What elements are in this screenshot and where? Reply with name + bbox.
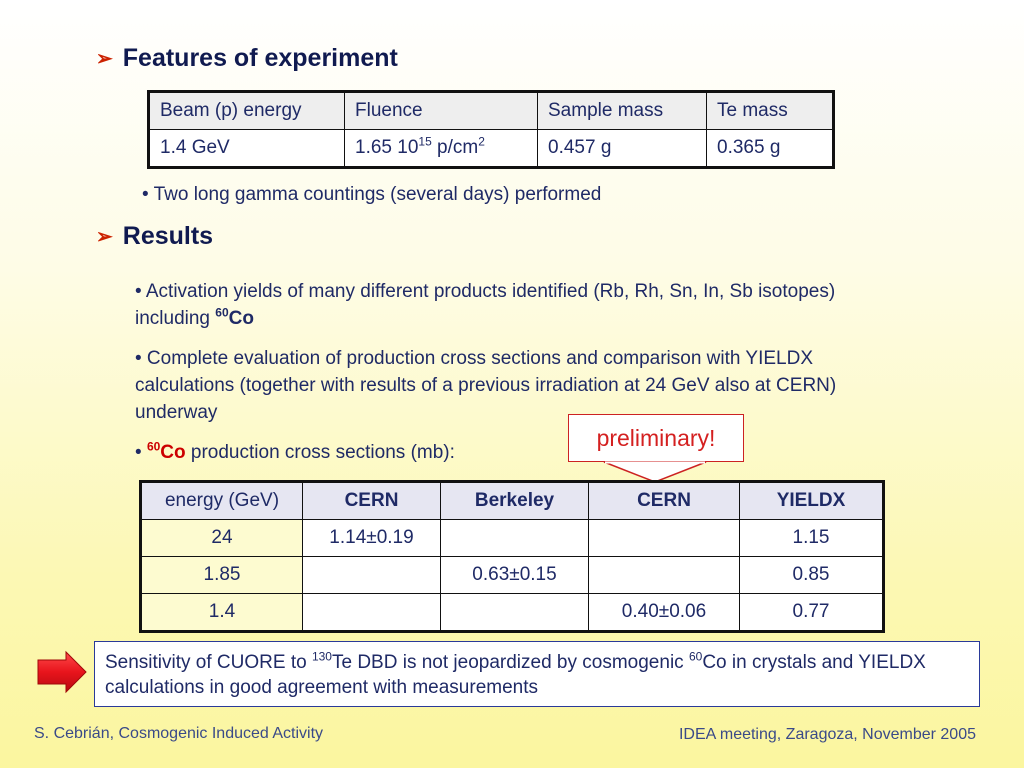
preliminary-callout: preliminary! [568, 414, 744, 462]
header-berkeley: Berkeley [440, 481, 589, 520]
cell-yieldx: 0.77 [739, 593, 884, 632]
cell-berkeley [440, 593, 589, 632]
header-sample-mass: Sample mass [537, 91, 707, 130]
cell-energy: 24 [140, 519, 303, 557]
cell-energy: 1.85 [140, 556, 303, 594]
results-title: Results [122, 222, 214, 250]
cell-cern-1: 1.14±0.19 [302, 519, 441, 557]
cell-beam-energy: 1.4 GeV [148, 129, 345, 168]
cell-cern-2 [588, 519, 740, 557]
cell-yieldx: 1.15 [739, 519, 884, 557]
table-row: 1.4 0.40±0.06 0.77 [140, 593, 884, 632]
arrow-bullet-icon: ➢ [96, 226, 113, 248]
cell-berkeley [440, 519, 589, 557]
cell-fluence: 1.65 1015 p/cm2 [344, 129, 538, 168]
header-fluence: Fluence [344, 91, 538, 130]
gamma-countings-note: • Two long gamma countings (several days… [142, 184, 602, 205]
header-yieldx: YIELDX [739, 481, 884, 520]
conclusion-box: Sensitivity of CUORE to 130Te DBD is not… [94, 641, 980, 707]
cell-cern-2: 0.40±0.06 [588, 593, 740, 632]
header-cern-2: CERN [588, 481, 740, 520]
activation-yields-bullet: • Activation yields of many different pr… [135, 281, 836, 329]
results-heading: ➢ Results [96, 222, 213, 251]
table-row: 24 1.14±0.19 1.15 [140, 519, 884, 557]
cell-cern-2 [588, 556, 740, 594]
features-table: Beam (p) energy Fluence Sample mass Te m… [147, 90, 835, 169]
cell-te-mass: 0.365 g [706, 129, 834, 168]
arrow-bullet-icon: ➢ [96, 48, 113, 70]
features-heading: ➢ Features of experiment [96, 44, 398, 73]
features-table-header: Beam (p) energy Fluence Sample mass Te m… [148, 91, 834, 130]
cross-sections-bullet: • 60Co production cross sections (mb): [135, 439, 455, 463]
footer-left: S. Cebrián, Cosmogenic Induced Activity [34, 725, 324, 742]
table-row: 1.85 0.63±0.15 0.85 [140, 556, 884, 594]
right-arrow-icon [37, 650, 87, 694]
features-title: Features of experiment [122, 44, 398, 72]
features-table-row: 1.4 GeV 1.65 1015 p/cm2 0.457 g 0.365 g [148, 129, 834, 168]
cell-energy: 1.4 [140, 593, 303, 632]
cross-table-header: energy (GeV) CERN Berkeley CERN YIELDX [140, 481, 884, 520]
header-cern-1: CERN [302, 481, 441, 520]
cell-yieldx: 0.85 [739, 556, 884, 594]
header-te-mass: Te mass [706, 91, 834, 130]
isotope-co60-highlight: 60Co [146, 439, 186, 463]
preliminary-pointer-icon [603, 461, 707, 483]
isotope-co60: 60Co [215, 305, 254, 329]
evaluation-bullet: • Complete evaluation of production cros… [135, 348, 837, 423]
footer-right: IDEA meeting, Zaragoza, November 2005 [678, 726, 976, 743]
cell-sample-mass: 0.457 g [537, 129, 707, 168]
cell-cern-1 [302, 556, 441, 594]
cell-cern-1 [302, 593, 441, 632]
header-beam-energy: Beam (p) energy [148, 91, 345, 130]
cell-berkeley: 0.63±0.15 [440, 556, 589, 594]
cross-section-table: energy (GeV) CERN Berkeley CERN YIELDX 2… [139, 480, 885, 633]
header-energy: energy (GeV) [140, 481, 303, 520]
